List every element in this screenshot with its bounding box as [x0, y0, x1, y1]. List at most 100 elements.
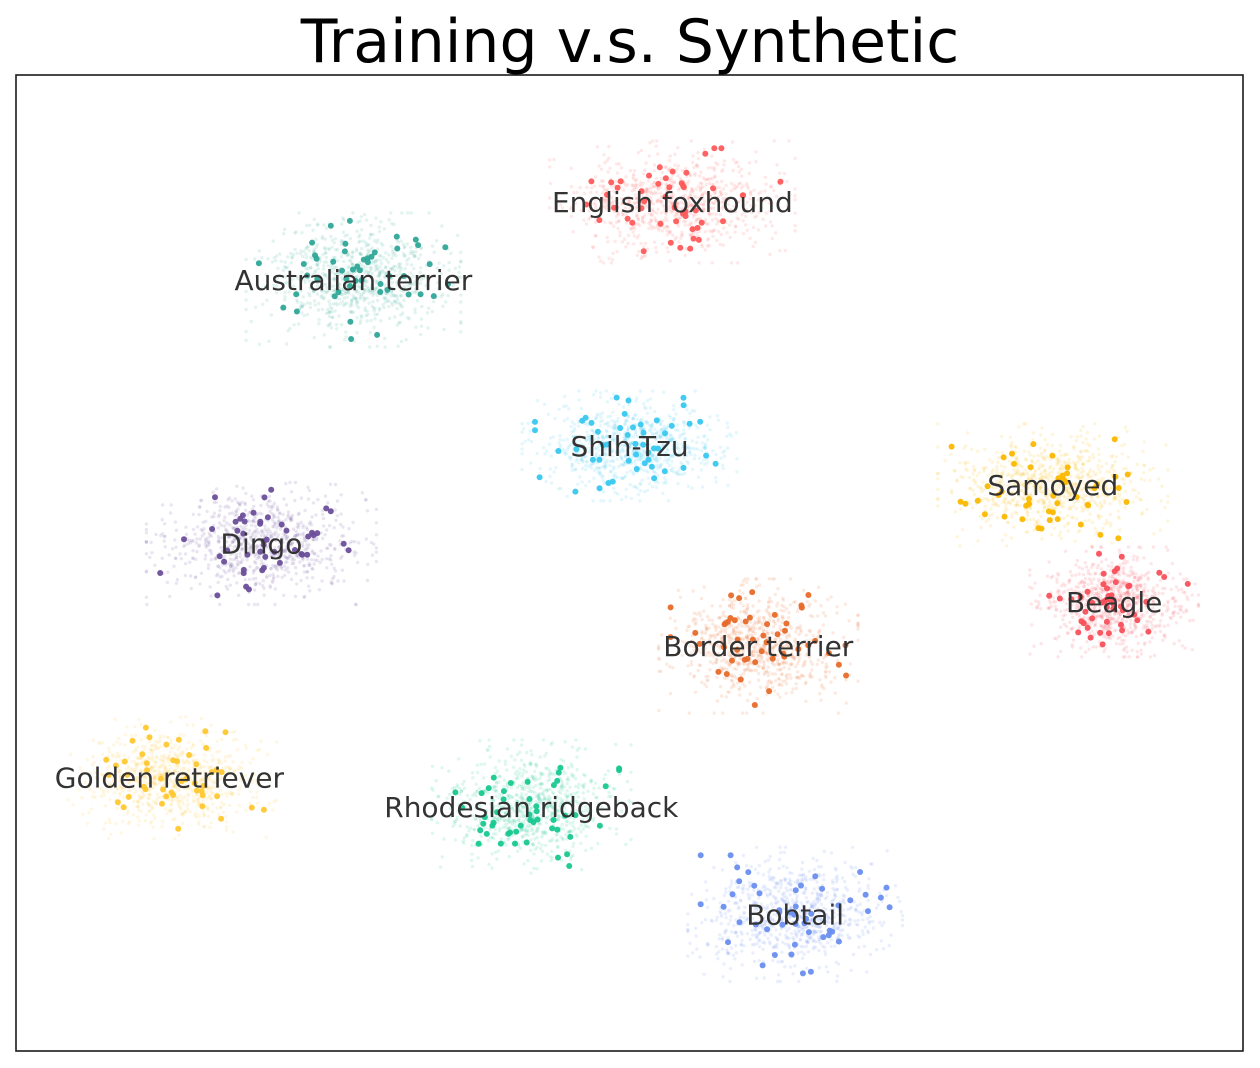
training-point — [307, 488, 312, 493]
training-point — [341, 525, 345, 529]
training-point — [329, 325, 334, 330]
training-point — [1040, 426, 1044, 430]
training-point — [319, 549, 323, 553]
training-point — [393, 264, 397, 269]
training-point — [363, 270, 367, 275]
training-point — [612, 210, 616, 214]
training-point — [1024, 518, 1029, 522]
training-point — [173, 520, 178, 524]
training-point — [327, 323, 332, 327]
training-point — [305, 301, 310, 305]
synthetic-point — [342, 240, 349, 247]
training-point — [374, 281, 379, 285]
training-point — [247, 577, 252, 582]
training-point — [325, 528, 329, 532]
training-point — [632, 186, 636, 190]
training-point — [1140, 632, 1144, 637]
training-point — [591, 499, 595, 503]
training-point — [330, 315, 334, 319]
training-point — [1073, 463, 1078, 467]
training-point — [676, 224, 681, 228]
training-point — [322, 296, 326, 300]
synthetic-point — [280, 304, 287, 311]
training-point — [1130, 648, 1134, 652]
training-point — [526, 438, 531, 442]
training-point — [708, 213, 712, 217]
training-point — [338, 297, 342, 301]
training-point — [741, 219, 745, 223]
training-point — [269, 504, 273, 509]
training-point — [634, 183, 638, 187]
training-point — [170, 547, 175, 551]
training-point — [327, 314, 332, 319]
training-point — [144, 569, 149, 573]
training-point — [529, 440, 534, 444]
training-point — [390, 291, 394, 295]
training-point — [736, 261, 740, 265]
training-point — [672, 180, 676, 184]
training-point — [689, 222, 693, 227]
synthetic-point — [667, 239, 674, 246]
training-point — [703, 178, 707, 182]
training-point — [563, 452, 567, 456]
training-point — [354, 296, 358, 300]
training-point — [218, 508, 222, 513]
training-point — [965, 460, 970, 465]
training-point — [616, 206, 620, 210]
training-point — [616, 212, 620, 217]
training-point — [665, 246, 669, 250]
training-point — [212, 500, 216, 505]
training-point — [357, 235, 361, 239]
training-point — [299, 496, 304, 500]
training-point — [632, 234, 637, 238]
training-point — [217, 521, 222, 525]
training-point — [1142, 471, 1146, 475]
training-point — [302, 302, 306, 307]
training-point — [459, 275, 463, 279]
training-point — [1040, 537, 1044, 541]
training-point — [209, 594, 213, 598]
training-point — [657, 226, 661, 230]
training-point — [337, 282, 341, 286]
training-point — [323, 247, 327, 251]
synthetic-point — [662, 194, 669, 200]
training-point — [1135, 462, 1140, 467]
training-point — [592, 476, 596, 480]
training-point — [689, 187, 694, 191]
training-point — [936, 477, 940, 481]
training-point — [236, 593, 241, 597]
training-point — [1092, 577, 1096, 581]
training-point — [308, 265, 313, 270]
training-point — [1126, 545, 1131, 549]
training-point — [1076, 530, 1080, 534]
training-point — [299, 249, 303, 253]
training-point — [549, 481, 554, 485]
synthetic-point — [633, 466, 640, 472]
training-point — [359, 215, 363, 219]
training-point — [1084, 437, 1088, 441]
training-point — [286, 570, 291, 574]
training-point — [375, 258, 379, 262]
training-point — [604, 201, 608, 205]
training-point — [621, 208, 625, 213]
training-point — [253, 582, 258, 587]
training-point — [768, 209, 772, 213]
training-point — [1125, 650, 1129, 654]
training-point — [1121, 655, 1126, 659]
training-point — [1100, 545, 1104, 549]
training-point — [775, 163, 779, 167]
training-point — [449, 251, 453, 256]
training-point — [455, 275, 459, 279]
training-point — [785, 179, 789, 184]
training-point — [173, 538, 177, 542]
training-point — [354, 301, 359, 305]
training-point — [653, 216, 657, 220]
training-point — [364, 218, 369, 222]
training-point — [1109, 521, 1113, 525]
training-point — [391, 253, 395, 257]
training-point — [1034, 599, 1038, 603]
training-point — [542, 402, 547, 406]
training-point — [366, 273, 370, 277]
training-point — [678, 215, 683, 220]
training-point — [721, 466, 725, 471]
